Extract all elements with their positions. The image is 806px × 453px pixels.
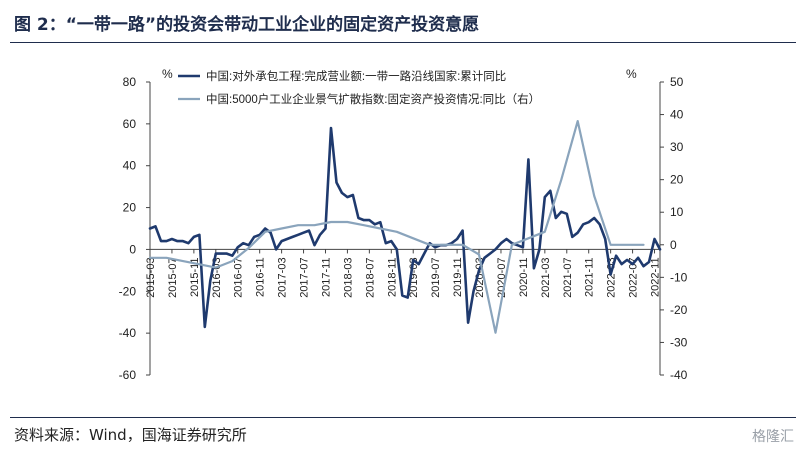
legend-label: 中国:对外承包工程:完成营业额:一带一路沿线国家:累计同比 bbox=[206, 69, 506, 83]
right-tick-label: 50 bbox=[670, 75, 684, 89]
x-tick-label: 2020-03 bbox=[474, 257, 486, 297]
right-tick-label: -30 bbox=[670, 335, 688, 349]
left-tick-label: 40 bbox=[123, 159, 137, 173]
x-tick-label: 2022-11 bbox=[650, 257, 662, 297]
x-tick-label: 2020-11 bbox=[518, 257, 530, 297]
source-note: 资料来源：Wind，国海证券研究所 bbox=[14, 426, 247, 444]
left-tick-label: 0 bbox=[129, 242, 136, 256]
top-rule bbox=[10, 42, 796, 43]
right-tick-label: 0 bbox=[670, 238, 677, 252]
x-tick-label: 2015-07 bbox=[167, 257, 179, 297]
left-unit-label: % bbox=[162, 67, 173, 81]
legend-label: 中国:5000户工业企业景气扩散指数:固定资产投资情况:同比（右） bbox=[206, 92, 540, 106]
chart-title: 图 2：“一带一路”的投资会带动工业企业的固定资产投资意愿 bbox=[14, 15, 480, 35]
axes-layer: 80 60 40 20 0 -20 -40 -60 50 40 30 20 10 0 -10 -20 -30 -4… bbox=[119, 67, 688, 382]
x-tick-label: 2021-11 bbox=[584, 257, 596, 297]
x-tick-label: 2021-03 bbox=[540, 257, 552, 297]
x-tick-label: 2017-07 bbox=[299, 257, 311, 297]
bottom-rule bbox=[10, 417, 796, 418]
x-tick-label: 2015-03 bbox=[145, 257, 157, 297]
x-tick-label: 2018-11 bbox=[386, 257, 398, 297]
x-tick-label: 2016-11 bbox=[255, 257, 267, 297]
left-tick-label: -60 bbox=[119, 368, 137, 382]
right-tick-label: -20 bbox=[670, 303, 688, 317]
right-tick-label: 20 bbox=[670, 173, 684, 187]
left-tick-label: -20 bbox=[119, 284, 137, 298]
x-tick-label: 2019-07 bbox=[430, 257, 442, 297]
chart: 80 60 40 20 0 -20 -40 -60 50 40 30 20 10 0 -10 -20 -30 -4… bbox=[119, 67, 688, 382]
legend: 中国:对外承包工程:完成营业额:一带一路沿线国家:累计同比中国:5000户工业企… bbox=[178, 69, 540, 106]
x-tick-label: 2016-07 bbox=[233, 257, 245, 297]
x-tick-label: 2022-07 bbox=[628, 257, 640, 297]
left-tick-label: 80 bbox=[123, 75, 137, 89]
x-tick-label: 2015-11 bbox=[189, 257, 201, 297]
right-tick-label: -10 bbox=[670, 270, 688, 284]
x-tick-label: 2017-11 bbox=[320, 257, 332, 297]
x-tick-label: 2018-07 bbox=[364, 257, 376, 297]
x-tick-label: 2021-07 bbox=[562, 257, 574, 297]
right-tick-label: 10 bbox=[670, 205, 684, 219]
right-tick-label: 30 bbox=[670, 140, 684, 154]
x-tick-label: 2017-03 bbox=[277, 257, 289, 297]
left-tick-label: 20 bbox=[123, 201, 137, 215]
series-line-fixed-asset-index bbox=[148, 120, 645, 334]
x-tick-label: 2019-11 bbox=[452, 257, 464, 297]
left-tick-label: 60 bbox=[123, 117, 137, 131]
series-layer bbox=[148, 120, 662, 334]
right-unit-label: % bbox=[626, 67, 637, 81]
x-tick-label: 2018-03 bbox=[342, 257, 354, 297]
right-tick-label: -40 bbox=[670, 368, 688, 382]
x-tick-label: 2022-03 bbox=[606, 257, 618, 297]
right-tick-label: 40 bbox=[670, 108, 684, 122]
watermark-logo: 格隆汇 bbox=[752, 429, 794, 445]
series-line-overseas-contract bbox=[148, 126, 662, 329]
left-tick-label: -40 bbox=[119, 326, 137, 340]
